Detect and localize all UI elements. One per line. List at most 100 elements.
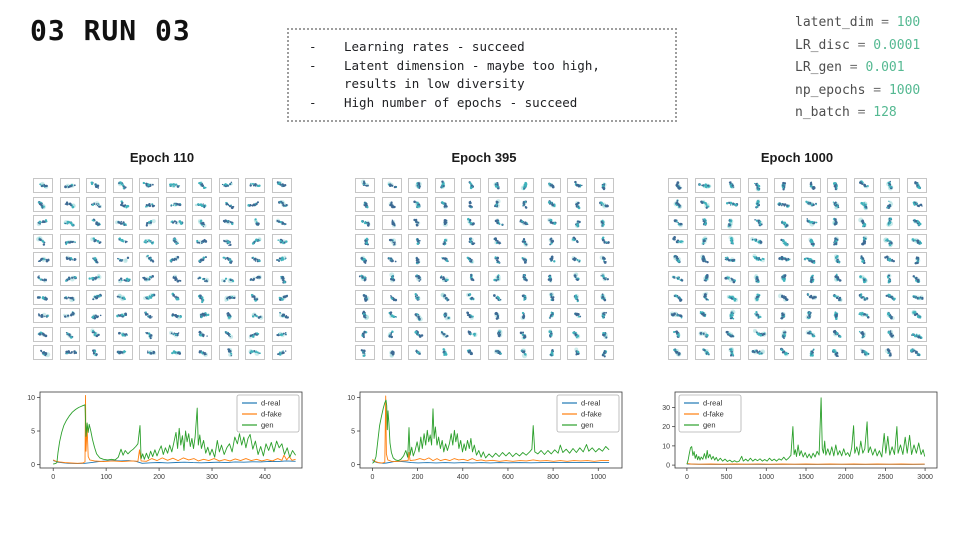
sample-thumbnail xyxy=(37,275,47,283)
sample-thumbnail xyxy=(223,294,236,302)
sample-dot xyxy=(702,184,704,186)
sample-dot xyxy=(888,200,890,202)
sample-dot xyxy=(278,257,281,260)
sample-dot xyxy=(728,276,730,279)
sample-dot xyxy=(97,276,100,279)
sample-dot xyxy=(364,221,367,223)
sample-dot xyxy=(95,202,98,205)
sample-cell xyxy=(271,196,292,212)
sample-dot xyxy=(496,315,499,319)
sample-dot xyxy=(913,201,916,203)
sample-dot xyxy=(414,220,416,222)
sample-dot xyxy=(94,183,97,186)
sample-cell xyxy=(694,178,715,193)
sample-cell xyxy=(461,215,481,231)
sample-dot xyxy=(839,279,842,282)
sample-thumbnail xyxy=(883,237,894,248)
sample-dot xyxy=(119,238,123,242)
sample-dot xyxy=(782,222,785,225)
sample-dot xyxy=(66,258,68,261)
sample-dot xyxy=(728,201,730,204)
sample-dot xyxy=(519,331,523,334)
sample-thumbnail xyxy=(145,255,155,263)
sample-thumbnail xyxy=(169,256,179,264)
sample-thumbnail xyxy=(673,219,683,228)
sample-cell xyxy=(461,289,481,305)
sample-dot xyxy=(70,240,74,243)
sample-dot xyxy=(45,297,48,300)
sample-dot xyxy=(676,313,679,315)
sample-cell xyxy=(774,196,794,212)
sample-dot xyxy=(226,348,230,351)
sample-dot xyxy=(366,184,369,187)
sample-dot xyxy=(574,276,577,279)
sample-thumbnail xyxy=(519,331,527,340)
sample-cell xyxy=(33,233,53,249)
sample-dot xyxy=(575,239,579,243)
sample-thumbnail xyxy=(198,181,207,190)
sample-thumbnail xyxy=(549,349,554,357)
sample-cell xyxy=(747,308,768,324)
sample-dot xyxy=(362,333,365,336)
sample-dot xyxy=(755,219,758,223)
sample-dot xyxy=(553,203,556,205)
sample-dot xyxy=(919,296,921,298)
sample-thumbnail xyxy=(169,220,183,226)
sample-dot xyxy=(149,275,152,278)
sample-dot xyxy=(443,202,447,205)
sample-dot xyxy=(71,205,74,209)
sample-dot xyxy=(601,312,604,315)
sample-cell xyxy=(461,233,481,249)
sample-cell xyxy=(514,326,534,342)
sample-dot xyxy=(834,237,837,240)
sample-thumbnail xyxy=(520,348,528,359)
sample-dot xyxy=(676,181,680,185)
sample-cell xyxy=(86,233,106,249)
sample-dot xyxy=(363,181,366,185)
sample-dot xyxy=(200,202,203,205)
sample-dot xyxy=(837,278,840,281)
sample-thumbnail xyxy=(520,181,528,191)
sample-dot xyxy=(41,279,44,281)
sample-thumbnail xyxy=(63,295,75,302)
sample-thumbnail xyxy=(466,257,475,265)
sample-dot xyxy=(68,241,71,244)
sample-dot xyxy=(418,242,421,244)
sample-dot xyxy=(707,186,709,188)
sample-dot xyxy=(174,314,177,316)
sample-thumbnail xyxy=(729,309,736,320)
sample-thumbnail xyxy=(859,255,865,265)
sample-dot xyxy=(126,256,129,260)
sample-dot xyxy=(606,278,609,281)
sample-dot xyxy=(69,335,73,339)
sample-dot xyxy=(496,204,498,206)
sample-dot xyxy=(887,281,890,284)
sample-cell xyxy=(827,196,847,212)
sample-dot xyxy=(122,350,125,354)
sample-dot xyxy=(804,200,808,203)
sample-dot xyxy=(172,275,174,278)
sample-dot xyxy=(887,276,890,279)
sample-dot xyxy=(252,278,254,281)
sample-cell xyxy=(271,326,292,342)
sample-thumbnail xyxy=(571,256,581,264)
sample-dot xyxy=(500,353,502,355)
sample-dot xyxy=(916,239,919,242)
sample-dot xyxy=(37,276,40,279)
sample-dot xyxy=(170,352,173,355)
sample-dot xyxy=(256,184,260,188)
sample-cell xyxy=(487,196,508,212)
sample-thumbnail xyxy=(672,235,684,244)
sample-thumbnail xyxy=(143,238,155,245)
sample-dot xyxy=(41,221,44,224)
sample-dot xyxy=(470,277,473,280)
sample-cell xyxy=(355,345,375,361)
sample-cell xyxy=(540,308,561,324)
sample-dot xyxy=(733,298,737,302)
sample-dot xyxy=(836,296,839,299)
sample-cell xyxy=(86,270,106,286)
sample-thumbnail xyxy=(521,237,529,247)
sample-dot xyxy=(602,182,605,185)
sample-cell xyxy=(694,196,715,212)
sample-dot xyxy=(547,219,550,222)
